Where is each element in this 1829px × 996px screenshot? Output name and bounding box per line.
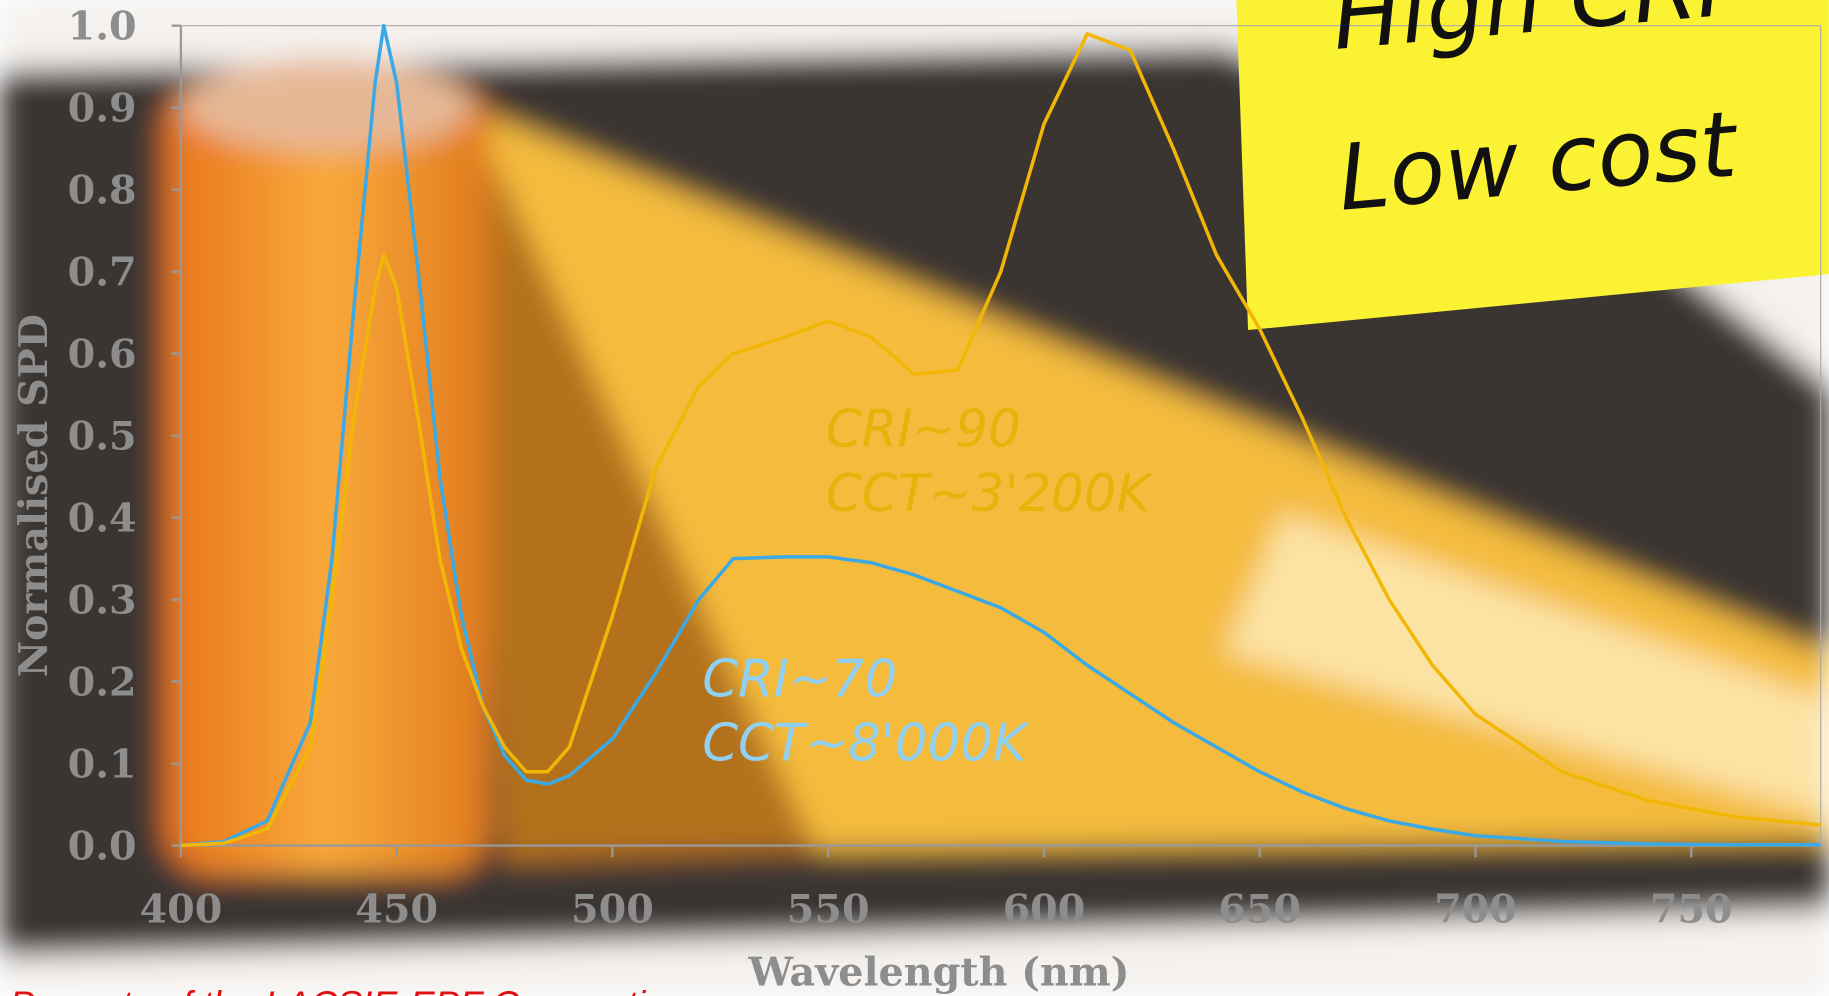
y-tick-label: 0.7 (68, 250, 137, 296)
x-tick-label: 400 (140, 887, 223, 933)
y-tick-label: 0.8 (68, 168, 137, 214)
x-tick-label: 550 (787, 887, 870, 933)
x-tick-label: 450 (355, 887, 438, 933)
x-tick-label: 500 (571, 887, 654, 933)
y-tick-label: 1.0 (68, 4, 137, 50)
annotation: CRI~90 (826, 400, 1021, 460)
annotation: CCT~8'000K (702, 713, 1031, 773)
y-tick-label: 0.3 (68, 578, 137, 624)
y-tick-label: 0.2 (68, 660, 137, 706)
y-tick-label: 0.0 (68, 824, 137, 870)
y-axis-label: Normalised SPD (11, 314, 57, 677)
annotation: CCT~3'200K (826, 464, 1155, 524)
series-line (180, 32, 1821, 848)
footer: Property of the LACSIE-EPF Corporation (9, 983, 686, 996)
y-tick-label: 0.5 (68, 414, 137, 460)
y-tick-label: 0.9 (68, 86, 137, 132)
annotation: CRI~70 (702, 649, 897, 709)
x-tick-label: 750 (1650, 887, 1733, 933)
sticky-note (1236, 0, 1829, 331)
x-tick-label: 650 (1218, 887, 1301, 933)
x-axis-label: Wavelength (nm) (747, 950, 1129, 996)
y-tick-label: 0.6 (68, 332, 137, 378)
y-tick-label: 0.1 (68, 742, 137, 788)
y-tick-label: 0.4 (68, 496, 137, 542)
x-tick-label: 700 (1434, 887, 1517, 933)
series-line (180, 23, 1821, 848)
x-tick-label: 600 (1003, 887, 1086, 933)
